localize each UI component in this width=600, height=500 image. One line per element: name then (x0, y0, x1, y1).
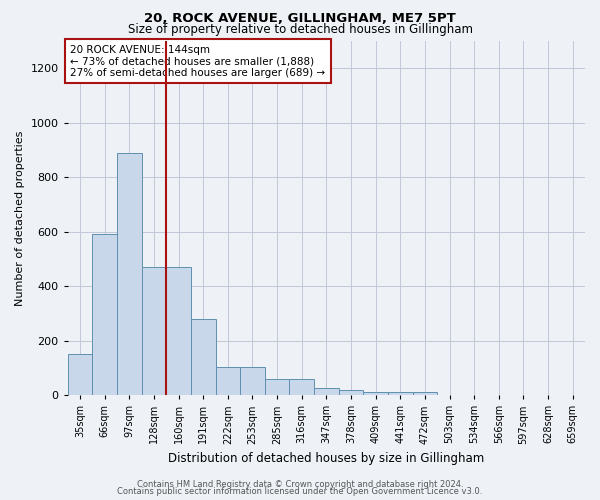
Bar (240, 366, 265, 395)
Bar (68, 354, 92, 395)
Bar (142, 267, 166, 395)
Text: 20, ROCK AVENUE, GILLINGHAM, ME7 5PT: 20, ROCK AVENUE, GILLINGHAM, ME7 5PT (144, 12, 456, 24)
Y-axis label: Number of detached properties: Number of detached properties (15, 130, 25, 306)
Bar (117, 152, 142, 395)
Text: Contains HM Land Registry data © Crown copyright and database right 2024.: Contains HM Land Registry data © Crown c… (137, 480, 463, 489)
Text: 20 ROCK AVENUE: 144sqm
← 73% of detached houses are smaller (1,888)
27% of semi-: 20 ROCK AVENUE: 144sqm ← 73% of detached… (70, 44, 325, 78)
Bar (388, 392, 413, 395)
Bar (92, 234, 117, 395)
Bar (338, 390, 364, 395)
Bar (191, 319, 215, 395)
Text: Size of property relative to detached houses in Gillingham: Size of property relative to detached ho… (128, 22, 473, 36)
Bar (265, 379, 289, 395)
Bar (364, 392, 388, 395)
Text: Contains public sector information licensed under the Open Government Licence v3: Contains public sector information licen… (118, 487, 482, 496)
Bar (314, 388, 338, 395)
Bar (289, 379, 314, 395)
Bar (166, 267, 191, 395)
Bar (215, 366, 240, 395)
Bar (413, 392, 437, 395)
X-axis label: Distribution of detached houses by size in Gillingham: Distribution of detached houses by size … (168, 452, 484, 465)
